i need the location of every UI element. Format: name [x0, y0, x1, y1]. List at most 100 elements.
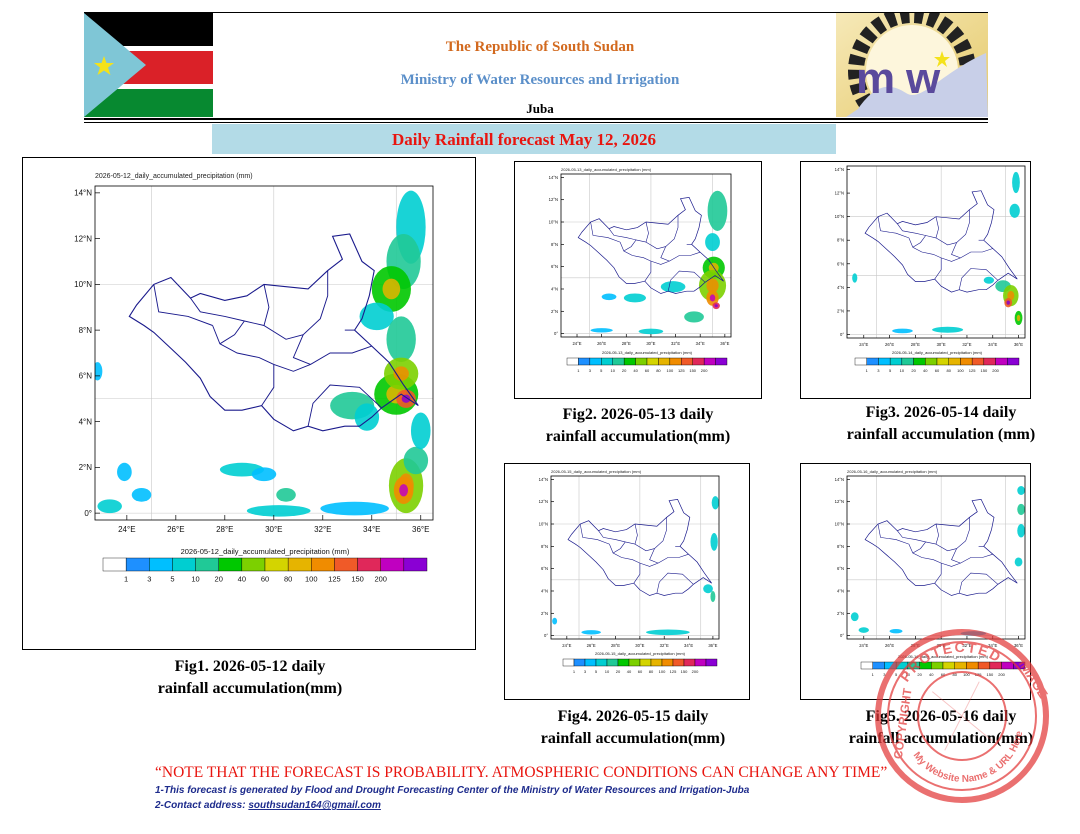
- colorbar-level-label: 80: [952, 672, 957, 677]
- rain-area: [117, 462, 132, 482]
- colorbar-swatch: [1007, 357, 1020, 366]
- lat-tick-label: 4°N: [837, 285, 844, 290]
- colorbar-swatch: [334, 557, 358, 572]
- rain-area: [707, 190, 728, 231]
- lon-tick-label: 24°E: [859, 643, 868, 648]
- colorbar-level-label: 200: [998, 672, 1005, 677]
- fig4-colorbar-label: 2026-05-15_daily_accumulated_precipitati…: [595, 651, 686, 656]
- colorbar-level-label: 100: [667, 368, 674, 373]
- colorbar-level-label: 80: [656, 368, 661, 373]
- fig1-country-outline: [128, 233, 419, 432]
- lon-tick-label: 34°E: [363, 525, 380, 534]
- rain-area: [858, 627, 869, 633]
- lat-tick-label: 12°N: [549, 197, 558, 202]
- colorbar-level-label: 20: [917, 672, 922, 677]
- colorbar-swatch: [658, 357, 671, 366]
- lat-tick-label: 4°N: [541, 588, 548, 593]
- lat-tick-label: 10°N: [835, 521, 844, 526]
- colorbar-swatch: [628, 658, 641, 667]
- city-name: Juba: [526, 101, 554, 116]
- colorbar-level-label: 125: [670, 669, 677, 674]
- contact-prefix: 2-Contact address:: [155, 800, 249, 811]
- colorbar-level-label: 40: [238, 575, 246, 584]
- colorbar-swatch: [601, 357, 613, 366]
- colorbar-swatch: [715, 357, 728, 366]
- copyright-stamp-icon: PROTECTED My Website Name & URL Here COP…: [875, 629, 1051, 803]
- lat-tick-label: 8°N: [837, 238, 844, 243]
- colorbar-swatch: [566, 357, 579, 366]
- colorbar-level-label: 200: [374, 575, 387, 584]
- colorbar-level-label: 200: [992, 368, 999, 373]
- lat-tick-label: 2°N: [837, 308, 844, 313]
- rain-area: [276, 487, 296, 502]
- lon-tick-label: 24°E: [859, 342, 868, 347]
- lon-tick-label: 36°E: [1014, 643, 1023, 648]
- colorbar-swatch: [866, 357, 879, 366]
- colorbar-swatch: [311, 557, 335, 572]
- lat-tick-label: 0°: [544, 633, 548, 638]
- fig5-country-outline: [864, 499, 1018, 596]
- rain-area: [852, 273, 858, 283]
- lat-tick-label: 2°N: [541, 611, 548, 616]
- colorbar-level-label: 20: [616, 669, 621, 674]
- rain-area: [410, 412, 431, 450]
- lon-tick-label: 36°E: [708, 643, 717, 648]
- rain-area: [1014, 557, 1023, 567]
- fig5-caption: Fig5. 2026-05-16 daily rainfall accumula…: [806, 706, 1076, 750]
- colorbar-level-label: 40: [929, 672, 934, 677]
- fig2-caption-line1: Fig2. 2026-05-13 daily: [562, 406, 714, 423]
- rain-area: [246, 505, 311, 517]
- colorbar-level-label: 150: [981, 368, 988, 373]
- fig4-map-title: 2026-05-15_daily_accumulated_precipitati…: [551, 469, 642, 474]
- colorbar-swatch: [403, 557, 428, 572]
- forecast-warning-note: “NOTE THAT THE FORECAST IS PROBABILITY. …: [155, 764, 888, 781]
- colorbar-swatch: [681, 357, 693, 366]
- contact-email-link[interactable]: southsudan164@gmail.com: [248, 800, 381, 811]
- colorbar-swatch: [589, 357, 602, 366]
- fig1-caption-line2: rainfall accumulation(mm): [157, 680, 343, 697]
- rain-area: [251, 467, 277, 482]
- lat-tick-label: 8°N: [541, 544, 548, 549]
- colorbar-swatch: [623, 357, 636, 366]
- lon-tick-label: 36°E: [720, 341, 729, 346]
- colorbar-level-label: 60: [261, 575, 269, 584]
- colorbar-level-label: 150: [351, 575, 364, 584]
- lat-tick-label: 12°N: [539, 499, 548, 504]
- colorbar-swatch: [149, 557, 173, 572]
- colorbar-level-label: 5: [600, 368, 603, 373]
- lon-tick-label: 24°E: [572, 341, 581, 346]
- lat-tick-label: 12°N: [74, 234, 92, 243]
- colorbar-swatch: [960, 357, 973, 366]
- fig5-caption-line1: Fig5. 2026-05-16 daily: [865, 708, 1017, 725]
- colorbar-level-label: 5: [170, 575, 174, 584]
- colorbar-swatch: [172, 557, 196, 572]
- colorbar-level-label: 80: [649, 669, 654, 674]
- rain-area: [320, 501, 389, 516]
- colorbar-swatch: [380, 557, 405, 572]
- lon-tick-label: 26°E: [885, 342, 894, 347]
- colorbar-level-label: 3: [877, 368, 880, 373]
- lon-tick-label: 24°E: [562, 643, 571, 648]
- lat-tick-label: 4°N: [837, 588, 844, 593]
- rain-area: [1009, 203, 1020, 218]
- lon-tick-label: 34°E: [988, 342, 997, 347]
- lon-tick-label: 30°E: [265, 525, 282, 534]
- lat-tick-label: 14°N: [835, 167, 844, 172]
- colorbar-swatch: [125, 557, 150, 572]
- colorbar-swatch: [694, 658, 707, 667]
- colorbar-level-label: 125: [678, 368, 685, 373]
- colorbar-level-label: 10: [605, 669, 610, 674]
- rain-area: [1017, 486, 1025, 495]
- lat-tick-label: 0°: [554, 331, 558, 336]
- colorbar-level-label: 100: [963, 672, 970, 677]
- forecast-title-bar: Daily Rainfall forecast May 12, 2026: [212, 124, 836, 154]
- fig4-caption: Fig4. 2026-05-15 daily rainfall accumula…: [500, 706, 766, 750]
- colorbar-swatch: [936, 357, 949, 366]
- colorbar-level-label: 5: [595, 669, 598, 674]
- fig4-map-panel: 2026-05-15_daily_accumulated_precipitati…: [504, 463, 750, 700]
- rain-area: [684, 311, 704, 323]
- fig1-caption-line1: Fig1. 2026-05-12 daily: [174, 658, 326, 675]
- colorbar-swatch: [878, 357, 891, 366]
- lon-tick-label: 34°E: [696, 341, 705, 346]
- rain-area: [710, 532, 718, 551]
